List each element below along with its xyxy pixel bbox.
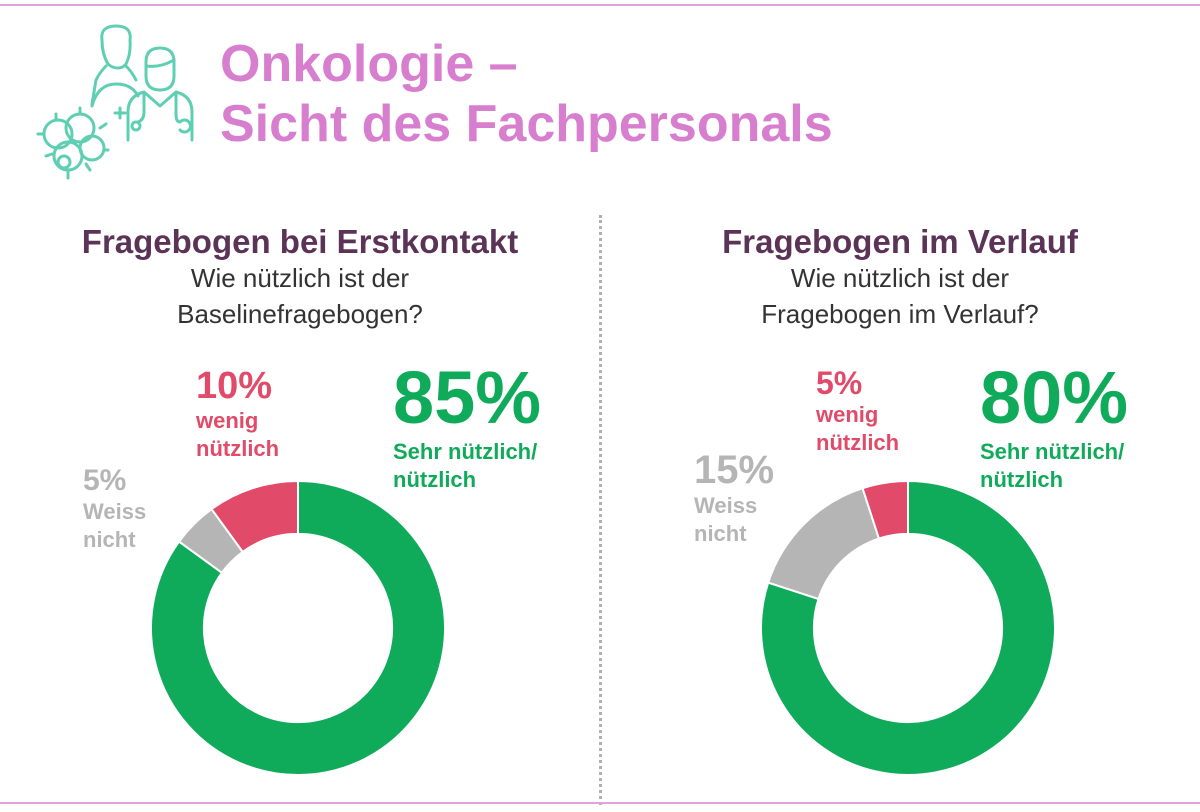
pct-wenig-nuetzlich: 10% (196, 365, 273, 407)
pct-wenig-nuetzlich: 5% (816, 365, 863, 401)
donut-chart (150, 480, 446, 776)
text-wenig-nuetzlich-1: wenig (816, 402, 879, 427)
label-wenig-nuetzlich: 5% wenig nützlich (816, 365, 899, 457)
text-sehr-nuetzlich-2: nützlich (393, 467, 477, 492)
label-wenig-nuetzlich: 10% wenig nützlich (196, 365, 279, 463)
title-line-2: Sicht des Fachpersonals (220, 95, 833, 153)
donut-chart (760, 480, 1056, 776)
subtitle-line-2: Baselinefragebogen? (177, 299, 423, 329)
slice-weiss-nicht (766, 486, 881, 601)
label-sehr-nuetzlich: 80% Sehr nützlich/ nützlich (980, 356, 1129, 494)
panel-divider (599, 215, 602, 805)
text-wenig-nuetzlich-1: wenig (196, 408, 259, 433)
text-weiss-nicht-1: Weiss (83, 499, 147, 524)
chart-subtitle: Wie nützlich ist der Fragebogen im Verla… (600, 260, 1200, 332)
top-rule (0, 4, 1200, 6)
chart-title: Fragebogen im Verlauf (722, 223, 1078, 260)
subtitle-line-1: Wie nützlich ist der (190, 263, 410, 293)
pct-weiss-nicht: 5% (83, 464, 127, 497)
slice-wenig-nuetzlich (210, 480, 299, 554)
text-weiss-nicht-1: Weiss (694, 493, 758, 518)
text-sehr-nuetzlich-2: nützlich (980, 467, 1064, 492)
pct-weiss-nicht: 15% (694, 448, 775, 492)
text-sehr-nuetzlich-1: Sehr nützlich/ (393, 439, 538, 464)
slice-sehr-nuetzlich (760, 480, 1056, 776)
text-wenig-nuetzlich-2: nützlich (816, 430, 900, 455)
text-weiss-nicht-2: nicht (694, 521, 747, 546)
label-weiss-nicht: 15% Weiss nicht (694, 448, 774, 548)
label-sehr-nuetzlich: 85% Sehr nützlich/ nützlich (393, 356, 542, 494)
page-title: Onkologie – Sicht des Fachpersonals (220, 34, 833, 154)
medical-staff-icon (28, 22, 208, 197)
chart-subtitle: Wie nützlich ist der Baselinefragebogen? (0, 260, 600, 332)
subtitle-line-2: Fragebogen im Verlauf? (761, 299, 1039, 329)
label-weiss-nicht: 5% Weiss nicht (83, 464, 146, 554)
subtitle-line-1: Wie nützlich ist der (790, 263, 1010, 293)
pct-sehr-nuetzlich: 85% (393, 356, 542, 439)
text-sehr-nuetzlich-1: Sehr nützlich/ (980, 439, 1125, 464)
chart-title: Fragebogen bei Erstkontakt (81, 223, 519, 260)
chart-panel-verlauf: Fragebogen im Verlauf Wie nützlich ist d… (600, 222, 1200, 802)
title-line-1: Onkologie – (220, 35, 518, 93)
text-weiss-nicht-2: nicht (83, 527, 136, 552)
chart-panel-erstkontakt: Fragebogen bei Erstkontakt Wie nützlich … (0, 222, 600, 802)
pct-sehr-nuetzlich: 80% (980, 356, 1129, 439)
slice-wenig-nuetzlich (861, 480, 909, 540)
bottom-rule (0, 802, 1200, 804)
text-wenig-nuetzlich-2: nützlich (196, 436, 280, 461)
slice-sehr-nuetzlich (150, 480, 446, 776)
